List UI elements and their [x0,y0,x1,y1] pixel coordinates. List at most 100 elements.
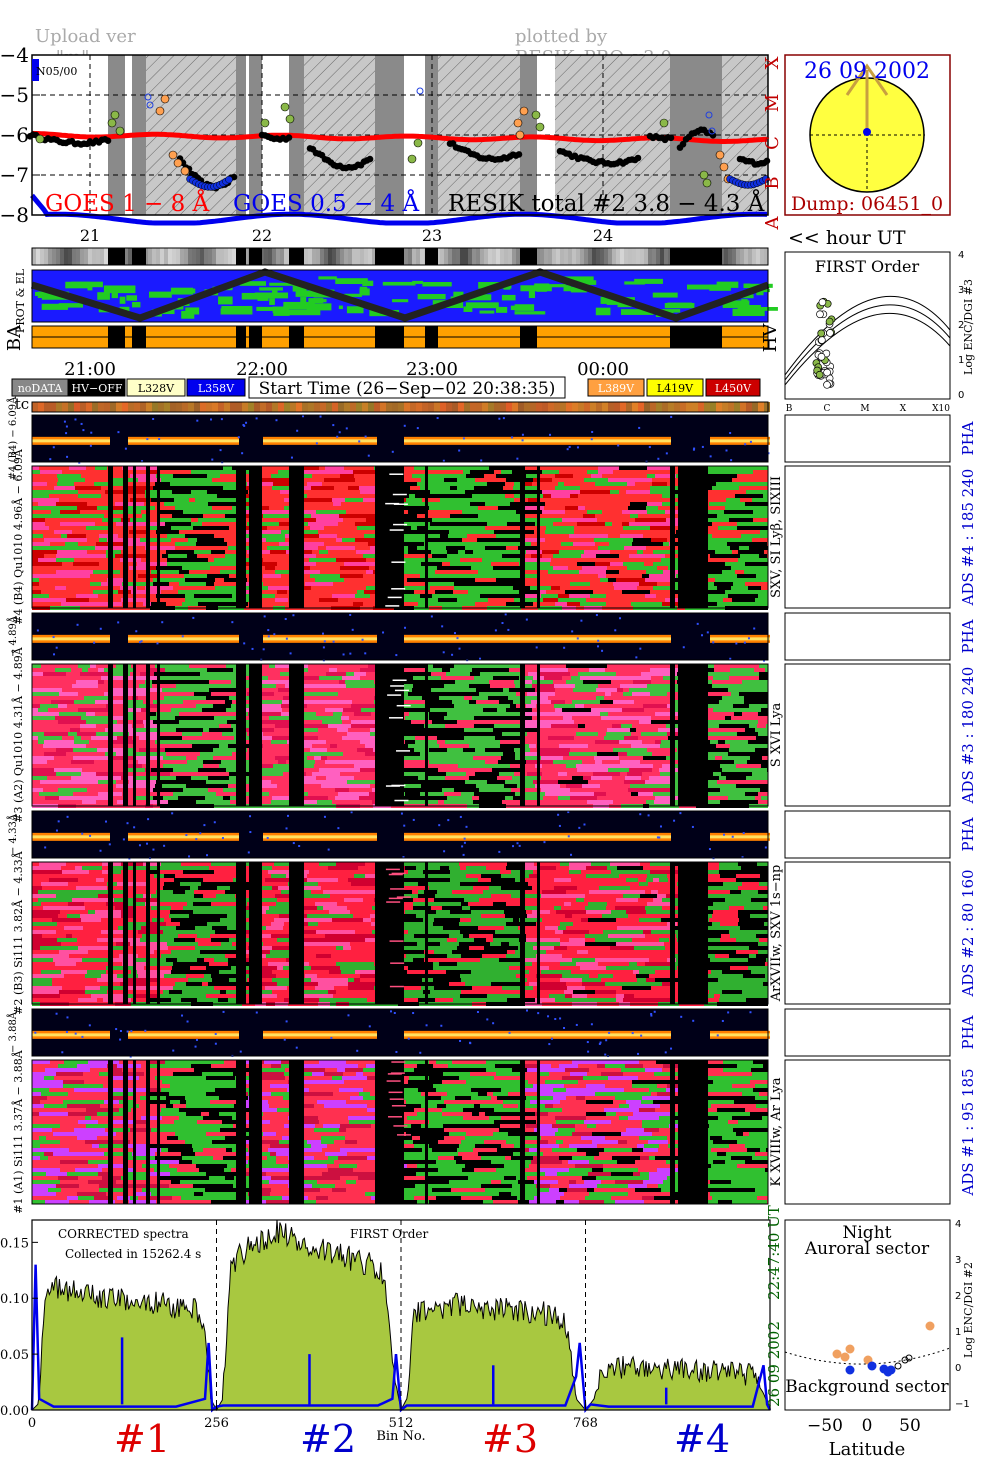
orbit-green-patch [479,310,495,314]
prot-el-cell [368,248,372,265]
tc-cell [56,402,62,412]
first-order-xtick: X [900,404,907,414]
resik-point-orange [519,106,529,116]
spectrogram-cell [724,510,753,514]
spectrogram-cell [273,748,279,752]
spectrogram-cell [533,602,555,606]
tc-cell [44,402,50,412]
spectrogram-cell [32,676,57,680]
spectrogram-cell [123,712,135,716]
spectrogram-cell [209,676,240,680]
spectrogram-cell [514,598,543,602]
tc-cell [398,402,404,412]
spectrogram-gap [236,664,246,806]
pha-noise [323,640,326,643]
spectrogram-cell [652,688,676,692]
spectrogram-cell [700,542,727,546]
spectrogram-cell [553,566,568,570]
spectrogram-cell [299,776,316,780]
prot-el-cell [592,248,596,265]
spectrogram-cell [366,672,375,676]
spectrogram-cell [95,466,107,470]
spectrogram-cell [712,474,731,478]
prot-el-cell [660,248,664,265]
spectrogram-cell [328,550,337,554]
spectrogram-cell [262,478,290,482]
pha-noise [504,613,507,616]
pha-core [332,439,335,443]
spectrogram-cell [312,744,330,748]
pha-core [578,439,581,443]
pha-core [572,439,575,443]
pha-core [755,637,758,641]
pha-core [308,439,311,443]
spectrogram-cell [708,594,728,598]
spectrogram-cell [766,676,768,680]
spectrogram-cell [443,688,465,692]
spectrogram-cell [164,502,177,506]
pha-core [206,637,209,641]
tc-cell [32,402,38,412]
prot-el-cell [320,248,324,265]
spectrogram-cell [429,506,456,510]
spectrogram-cell [200,752,210,756]
pha-core [545,637,548,641]
prot-el-cell [760,248,764,265]
spectrogram-cell [478,506,498,510]
spectrogram-cell [151,570,179,574]
spectrogram-cell [749,546,768,550]
spectrogram-cell [595,514,616,518]
goes-ytick-label: −8 [0,203,29,227]
spectrogram-cell [731,474,737,478]
spectrogram-cell [600,578,608,582]
spectrogram-cell [551,494,570,498]
pha-core [545,439,548,443]
spectrogram-cell [243,486,251,490]
spectrogram-cell [478,570,494,574]
spectrogram-cell [356,550,382,554]
orbit-green-patch [313,293,336,298]
orbit-green-patch [338,305,343,310]
spectrogram-cell [272,752,301,756]
spectrogram-cell [407,518,418,522]
pha-noise [597,645,600,648]
tc-cell [284,402,290,412]
spectrogram-cell [648,700,654,704]
spectrogram-cell [178,522,191,526]
ba-gap [520,326,537,348]
spectrogram-cell [32,696,53,700]
spectrogram-cell [95,522,116,526]
spectrogram-cell [187,740,215,744]
spectrogram-cell [43,534,61,538]
spectrogram-cell [712,486,720,490]
orbit-green-patch [119,296,126,304]
pha-noise [501,622,504,625]
spectrogram-cell [543,494,551,498]
prot-el-cell [196,248,200,265]
spectrogram-cell [54,756,73,760]
spectrogram-cell [414,590,435,594]
spectrogram-cell [725,506,740,510]
spectrogram-cell [209,688,237,692]
spectrogram-cell [617,688,623,692]
spectrogram-cell [520,724,551,728]
spectrogram-cell [58,704,67,708]
spectrogram-cell [238,494,259,498]
spectrogram-cell [752,466,768,470]
spectrogram-cell [273,554,295,558]
spectrogram-cell [161,494,188,498]
spectrogram-cell [273,764,298,768]
spectrogram-cell [58,792,73,796]
spectrogram-cell [522,664,545,668]
prot-el-cell [568,248,572,265]
spectrogram-cell [433,470,463,474]
spectrogram-cell [717,732,737,736]
spectrogram-cell [546,466,576,470]
spectrogram-cell [65,542,78,546]
prot-el-cell [540,248,544,265]
pha-core [356,637,359,641]
prot-el-cell [636,248,640,265]
spectrogram-cell [305,582,317,586]
prot-el-cell [620,248,624,265]
spectrogram-cell [344,562,358,566]
